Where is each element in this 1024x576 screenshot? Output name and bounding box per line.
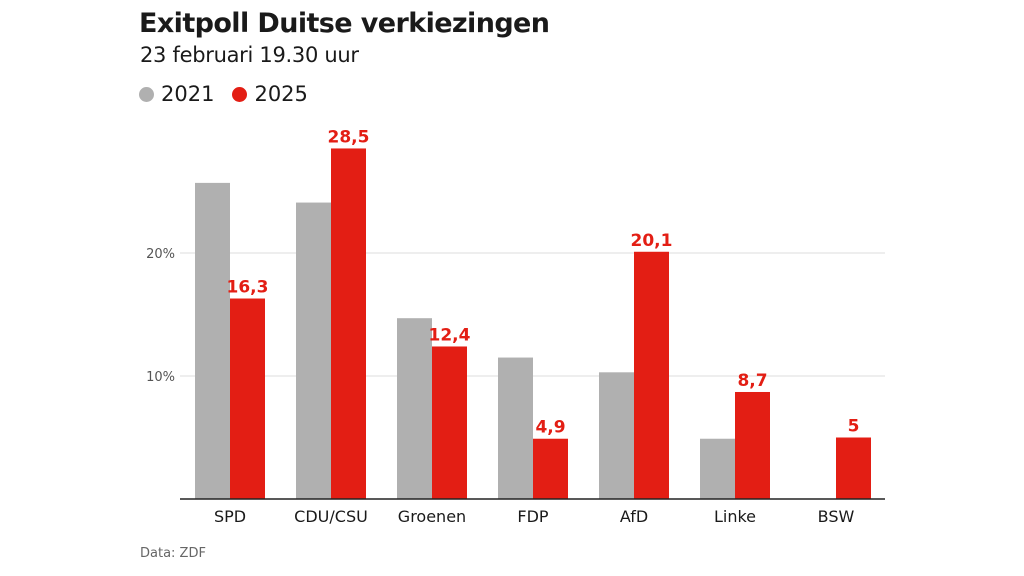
x-tick-label-fdp: FDP xyxy=(517,507,549,526)
bar-2021-cducsu xyxy=(296,202,331,499)
value-label-2025-spd: 16,3 xyxy=(227,278,269,298)
value-label-2025-groenen: 12,4 xyxy=(429,325,471,345)
legend: 2021 2025 xyxy=(139,82,326,106)
legend-swatch-2021 xyxy=(139,86,154,102)
legend-swatch-2025 xyxy=(232,86,248,102)
x-tick-label-bsw: BSW xyxy=(818,507,855,526)
bar-2025-cducsu xyxy=(331,148,366,499)
chart-title: Exitpoll Duitse verkiezingen xyxy=(139,8,550,39)
legend-label-2021: 2021 xyxy=(161,82,215,106)
bar-2021-fdp xyxy=(498,357,533,499)
bar-2021-spd xyxy=(195,182,230,499)
bar-2025-groenen xyxy=(432,346,467,499)
bar-2021-groenen xyxy=(397,318,432,499)
y-tick-label-10: 10% xyxy=(146,370,175,385)
value-label-2025-cducsu: 28,5 xyxy=(328,127,370,147)
chart-subtitle: 23 februari 19.30 uur xyxy=(140,43,359,67)
x-tick-label-spd: SPD xyxy=(214,507,246,526)
bar-2025-bsw xyxy=(836,437,871,499)
bar-2021-afd xyxy=(599,372,634,499)
x-tick-label-groenen: Groenen xyxy=(398,507,466,526)
x-tick-label-afd: AfD xyxy=(620,507,648,526)
x-tick-label-cducsu: CDU/CSU xyxy=(294,507,368,526)
bar-2025-linke xyxy=(735,391,770,499)
y-tick-label-20: 20% xyxy=(146,247,175,262)
bar-2025-afd xyxy=(634,251,669,499)
bar-2025-spd xyxy=(230,298,265,499)
value-label-2025-fdp: 4,9 xyxy=(535,418,565,438)
value-label-2025-afd: 20,1 xyxy=(631,231,673,251)
legend-item-2021: 2021 xyxy=(139,82,214,106)
bar-2025-fdp xyxy=(533,438,568,499)
legend-label-2025: 2025 xyxy=(254,82,308,106)
bar-2021-linke xyxy=(700,438,735,499)
value-label-2025-bsw: 5 xyxy=(848,417,860,437)
value-label-2025-linke: 8,7 xyxy=(737,371,767,391)
data-source: Data: ZDF xyxy=(140,546,206,561)
legend-item-2025: 2025 xyxy=(232,82,308,106)
x-tick-label-linke: Linke xyxy=(714,507,756,526)
